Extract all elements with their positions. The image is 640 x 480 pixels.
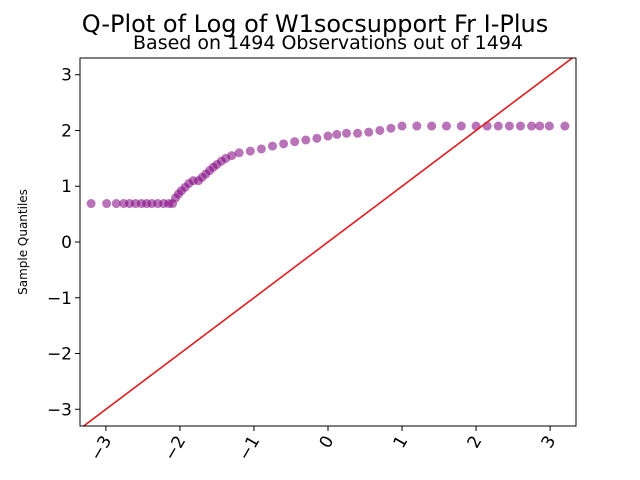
y-tick-label: −1	[47, 289, 72, 309]
data-point	[544, 121, 554, 131]
x-tick-label: 0	[316, 433, 339, 452]
data-point	[527, 121, 537, 131]
points-layer	[86, 121, 570, 209]
y-tick-label: 3	[61, 66, 72, 86]
y-tick-label: −2	[47, 345, 72, 365]
data-point	[342, 128, 352, 138]
data-point	[323, 131, 333, 141]
data-point	[111, 199, 121, 209]
x-tick-label: 2	[464, 433, 487, 452]
x-tick-label: 1	[390, 433, 413, 452]
x-tick-label: −3	[86, 433, 116, 465]
chart-subtitle: Based on 1494 Observations out of 1494	[133, 32, 523, 54]
data-point	[471, 121, 481, 131]
data-point	[560, 121, 570, 131]
x-tick-label: 3	[538, 433, 561, 452]
data-point	[515, 121, 525, 131]
chart-title: Q-Plot of Log of W1socsupport Fr I-Plus	[82, 10, 548, 38]
data-point	[493, 121, 503, 131]
data-point	[312, 133, 322, 143]
data-point	[441, 121, 451, 131]
data-point	[279, 139, 289, 149]
data-point	[353, 128, 363, 138]
data-point	[504, 121, 514, 131]
data-point	[397, 121, 407, 131]
y-axis-label: Sample Quantiles	[16, 189, 30, 295]
y-axis: −3 −2 −1 0 1 2 3	[47, 66, 80, 420]
data-point	[535, 121, 545, 131]
data-point	[375, 125, 385, 135]
data-point	[364, 127, 374, 137]
data-point	[456, 121, 466, 131]
x-tick-label: −2	[160, 433, 190, 465]
data-point	[332, 129, 342, 139]
reference-line	[82, 58, 574, 426]
data-point	[102, 199, 112, 209]
data-point	[301, 135, 311, 145]
y-tick-label: 0	[61, 233, 72, 253]
data-point	[386, 123, 396, 133]
data-point	[412, 121, 422, 131]
y-tick-label: 1	[61, 177, 72, 197]
data-point	[290, 137, 300, 147]
data-point	[267, 141, 277, 151]
x-axis: −3 −2 −1 0 1 2 3	[86, 426, 560, 464]
x-tick-label: −1	[234, 433, 264, 465]
data-point	[256, 144, 266, 154]
data-point	[245, 146, 255, 156]
y-tick-label: 2	[61, 121, 72, 141]
data-point	[234, 148, 244, 158]
data-point	[86, 199, 96, 209]
y-tick-label: −3	[47, 400, 72, 420]
data-point	[427, 121, 437, 131]
data-point	[227, 151, 237, 161]
